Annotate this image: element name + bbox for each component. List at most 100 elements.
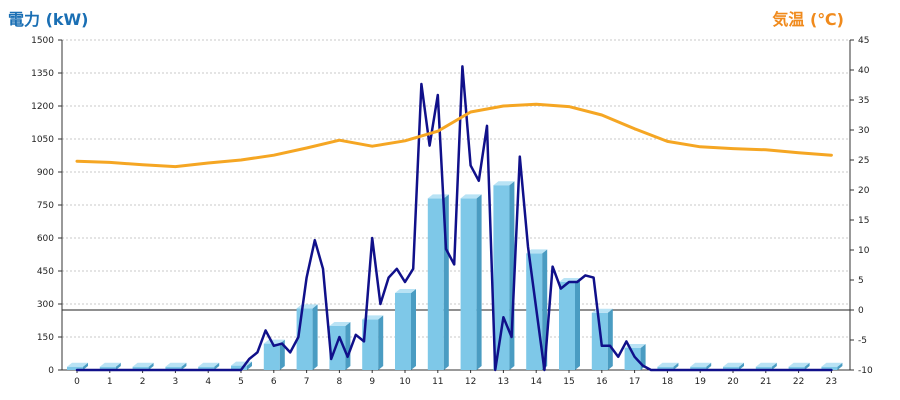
left-tick-label: 300 (37, 300, 54, 310)
left-tick-label: 0 (48, 366, 54, 376)
right-tick-label: 25 (858, 156, 869, 166)
right-axis-title: 気温 (℃) (772, 10, 844, 29)
bar-side (115, 362, 121, 370)
x-tick-label: 15 (563, 377, 574, 387)
bar-top (67, 362, 88, 367)
left-tick-label: 150 (37, 333, 54, 343)
x-tick-label: 14 (530, 377, 542, 387)
bar-side (279, 339, 285, 370)
bar-front (329, 326, 346, 370)
left-tick-label: 750 (37, 201, 54, 211)
right-tick-label: 20 (858, 186, 870, 196)
left-tick-label: 1200 (31, 102, 54, 112)
right-tick-label: 5 (858, 276, 864, 286)
power-bar (657, 362, 679, 370)
bar-front (99, 366, 116, 370)
power-bar (559, 278, 580, 370)
series-lines (75, 65, 833, 372)
left-axis-title: 電力 (kW) (8, 10, 89, 29)
bar-front (395, 293, 411, 370)
power-bar (296, 304, 318, 370)
x-tick-label: 1 (107, 377, 113, 387)
x-tick-label: 13 (498, 377, 509, 387)
bar-top (263, 339, 285, 344)
bar-front (460, 198, 477, 370)
x-tick-label: 20 (727, 377, 739, 387)
power-bar (165, 362, 187, 370)
x-tick-label: 19 (694, 377, 706, 387)
bar-front (526, 253, 543, 370)
bar-top (821, 362, 843, 367)
left-tick-label: 1500 (31, 36, 54, 46)
bar-top (132, 362, 154, 367)
bar-front (362, 319, 379, 370)
power-bar (198, 362, 220, 370)
bar-side (312, 304, 318, 370)
bar-top (99, 362, 121, 367)
bar-side (247, 361, 252, 370)
left-tick-label: 900 (37, 168, 54, 178)
right-tick-label: 45 (858, 36, 869, 46)
bar-front (591, 312, 608, 370)
power-bars (67, 181, 843, 370)
x-tick-label: 11 (432, 377, 443, 387)
power-bar (460, 194, 482, 370)
x-tick-label: 6 (271, 377, 277, 387)
power-bar (788, 362, 810, 370)
bar-side (148, 362, 154, 370)
bar-front (821, 366, 838, 370)
power-bar (493, 181, 515, 370)
right-tick-label: 30 (858, 126, 870, 136)
bar-side (771, 362, 777, 370)
bar-side (181, 362, 187, 370)
bar-front (67, 366, 83, 370)
left-tick-label: 1050 (31, 135, 54, 145)
temperature-line (75, 102, 833, 169)
power-bar (132, 362, 154, 370)
bar-top (395, 289, 416, 293)
power-line (75, 65, 833, 372)
x-tick-label: 4 (205, 377, 211, 387)
x-tick-label: 9 (369, 377, 375, 387)
power-bar (755, 362, 777, 370)
bar-side (673, 362, 679, 370)
x-tick-label: 16 (596, 377, 608, 387)
right-tick-label: -10 (858, 366, 873, 376)
bar-side (411, 289, 416, 370)
bar-side (607, 308, 613, 370)
bar-top (723, 362, 744, 367)
power-bar (67, 362, 88, 370)
bar-front (427, 198, 444, 370)
power-bar (821, 362, 843, 370)
bar-top (165, 362, 187, 367)
x-tick-label: 2 (140, 377, 146, 387)
x-tick-label: 8 (337, 377, 343, 387)
right-tick-label: 35 (858, 96, 869, 106)
bar-front (263, 343, 280, 370)
bar-top (362, 315, 384, 320)
x-tick-label: 10 (399, 377, 411, 387)
left-tick-label: 450 (37, 267, 54, 277)
bar-front (624, 348, 641, 370)
bar-front (493, 185, 510, 370)
bar-front (559, 282, 575, 370)
right-tick-label: 15 (858, 216, 869, 226)
bar-front (657, 366, 674, 370)
bar-front (788, 366, 805, 370)
bar-side (83, 362, 88, 370)
right-tick-label: 40 (858, 66, 870, 76)
left-tick-label: 1350 (31, 69, 54, 79)
right-tick-label: 0 (858, 306, 864, 316)
x-tick-label: 22 (793, 377, 804, 387)
bar-side (706, 362, 712, 370)
bar-side (739, 362, 744, 370)
power-bar (362, 315, 384, 370)
bar-front (296, 308, 313, 370)
power-bar (591, 308, 613, 370)
bar-side (345, 322, 351, 370)
x-tick-label: 12 (465, 377, 476, 387)
bar-front (198, 366, 215, 370)
grid-lines (62, 39, 850, 338)
bar-side (476, 194, 482, 370)
bar-front (231, 365, 247, 370)
